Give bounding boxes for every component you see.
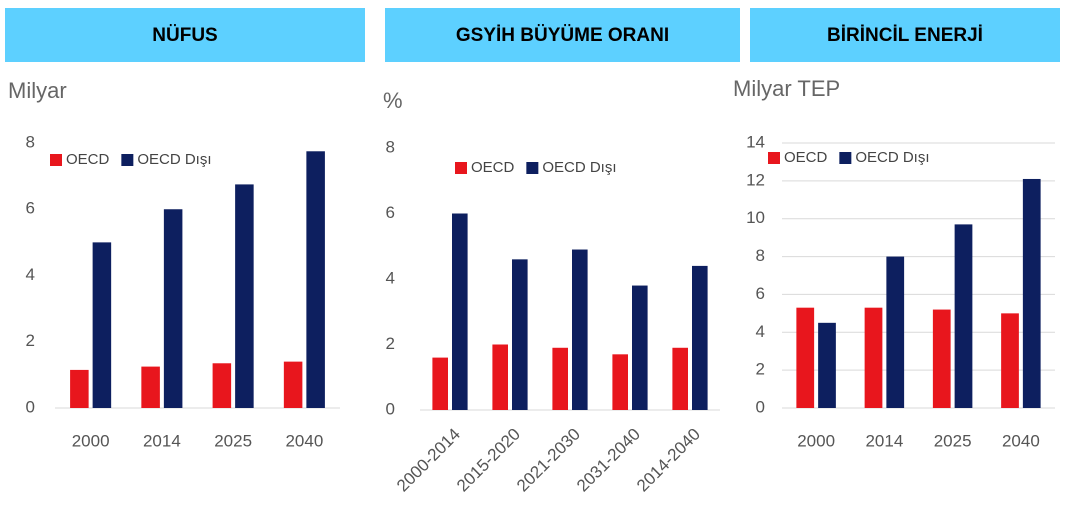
bar [432,357,448,410]
bar [886,256,905,408]
bar [1022,178,1041,408]
bar [163,209,183,408]
bar [141,366,160,408]
bar [932,309,951,408]
legend-swatch [50,154,62,166]
header-bar [5,8,365,62]
header-bar [750,8,1060,62]
y-tick-label: 0 [26,397,35,416]
bar [672,347,688,410]
x-tick-label: 2025 [214,431,252,450]
legend-label: OECD [66,151,110,168]
y-tick-label: 4 [26,265,35,284]
bar [864,307,883,408]
y-tick-label: 10 [746,208,765,227]
x-tick-label: 2014-2040 [633,425,704,496]
bar [818,322,836,408]
x-tick-label: 2000 [72,431,110,450]
bar [235,184,254,408]
x-tick-label: 2025 [934,431,972,450]
bar [612,354,628,410]
legend-swatch [121,154,134,166]
x-tick-label: 2000 [797,431,835,450]
x-tick-label: 2040 [1002,431,1040,450]
y-tick-label: 4 [386,268,395,287]
chart-title: NÜFUS [152,25,217,46]
bar [796,307,815,408]
y-axis-unit: Milyar [8,78,67,103]
chart-title: GSYİH BÜYÜME ORANI [456,25,669,46]
y-tick-label: 2 [386,334,395,353]
y-axis-unit: Milyar TEP [733,76,840,101]
y-tick-label: 0 [386,399,395,418]
bar [1001,313,1019,408]
bar [212,363,232,408]
y-tick-label: 6 [26,199,35,218]
y-tick-label: 2 [756,360,765,379]
legend-label: OECD Dışı [542,159,616,176]
y-axis-unit: % [383,88,403,113]
x-tick-label: 2040 [285,431,323,450]
header-bar [385,8,740,62]
bar [306,151,325,408]
bar [92,242,112,408]
y-tick-label: 4 [756,322,765,341]
bar [572,249,588,410]
legend-label: OECD [784,149,828,166]
y-tick-label: 8 [756,246,765,265]
y-tick-label: 12 [746,170,765,189]
chart-title: BİRİNCİL ENERJİ [827,25,983,46]
x-tick-label: 2014 [865,431,903,450]
bar [512,259,528,410]
x-tick-label: 2000-2014 [393,425,464,496]
legend-swatch [526,162,539,174]
x-tick-label: 2014 [143,431,181,450]
legend-label: OECD [471,159,515,176]
x-tick-label: 2031-2040 [573,425,644,496]
legend-label: OECD Dışı [855,149,929,166]
bar [954,224,973,408]
bar [492,344,508,410]
bar [283,361,303,408]
bar [692,265,708,410]
legend-swatch [839,152,852,164]
y-tick-label: 2 [26,331,35,350]
x-tick-label: 2021-2030 [513,425,584,496]
bar [70,369,89,408]
y-tick-label: 8 [26,132,35,151]
bar [452,213,468,410]
legend-label: OECD Dışı [137,151,211,168]
x-tick-label: 2015-2020 [453,425,524,496]
y-tick-label: 6 [756,284,765,303]
y-tick-label: 6 [386,203,395,222]
y-tick-label: 14 [746,132,765,151]
bar [632,285,648,410]
legend-swatch [455,162,467,174]
y-tick-label: 8 [386,137,395,156]
legend-swatch [768,152,780,164]
bar [552,347,568,410]
y-tick-label: 0 [756,397,765,416]
